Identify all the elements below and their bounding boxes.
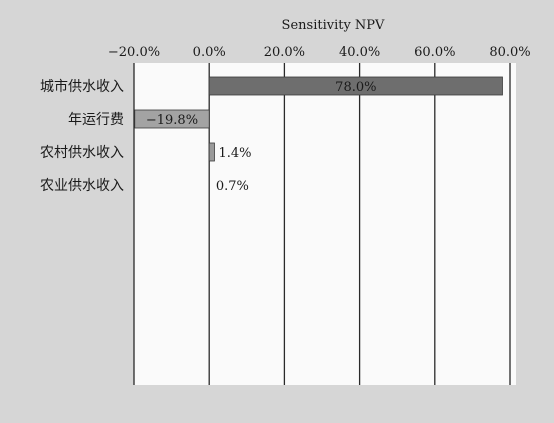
data-label: 0.7% bbox=[216, 179, 249, 194]
x-tick-label: 60.0% bbox=[414, 45, 455, 60]
x-axis-ticks: −20.0% 0.0% 20.0% 40.0% 60.0% 80.0% bbox=[108, 45, 531, 60]
data-label: −19.8% bbox=[146, 113, 198, 128]
category-label: 城市供水收入 bbox=[40, 78, 124, 95]
x-tick-label: 20.0% bbox=[264, 45, 305, 60]
x-tick-label: 40.0% bbox=[339, 45, 380, 60]
data-labels: 78.0% −19.8% 1.4% 0.7% bbox=[146, 80, 377, 194]
category-label: 农村供水收入 bbox=[40, 145, 124, 161]
data-label: 78.0% bbox=[335, 80, 376, 95]
x-tick-label: 80.0% bbox=[489, 45, 530, 60]
data-label: 1.4% bbox=[218, 146, 251, 161]
bars bbox=[134, 76, 503, 162]
category-label: 农业供水收入 bbox=[40, 178, 124, 194]
grid-lines bbox=[133, 63, 511, 385]
chart-title: Sensitivity NPV bbox=[282, 18, 386, 33]
x-tick-label: 0.0% bbox=[193, 45, 226, 60]
x-tick-label: −20.0% bbox=[108, 45, 160, 60]
bar bbox=[134, 109, 210, 129]
bar bbox=[208, 76, 503, 96]
category-label: 年运行费 bbox=[68, 112, 124, 128]
bar bbox=[208, 142, 215, 162]
